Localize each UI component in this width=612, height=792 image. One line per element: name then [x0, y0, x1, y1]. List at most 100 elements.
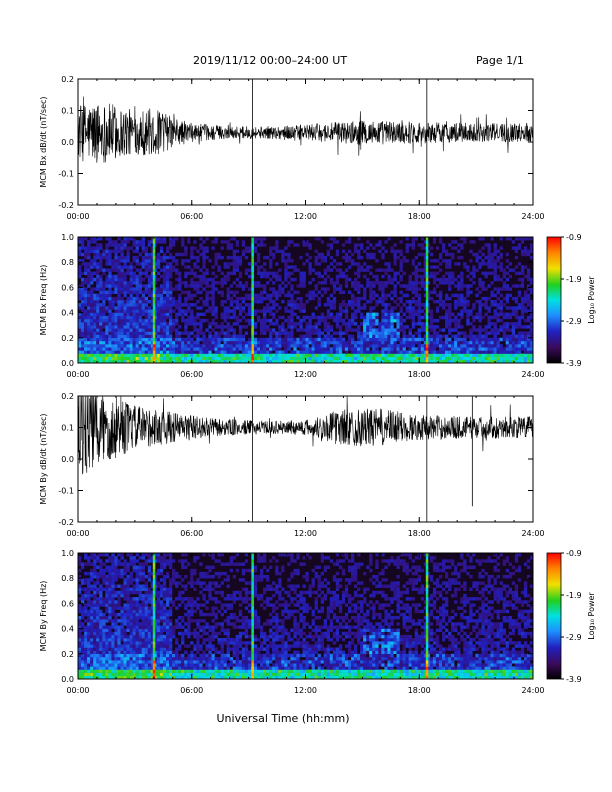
- spectrogram-cell: [317, 318, 321, 323]
- spectrogram-cell: [317, 290, 321, 294]
- spectrogram-cell: [454, 344, 458, 348]
- spectrogram-cell: [96, 246, 100, 250]
- spectrogram-cell: [478, 331, 482, 335]
- spectrogram-cell: [493, 356, 497, 361]
- spectrogram-cell: [354, 309, 358, 313]
- spectrogram-cell: [144, 290, 148, 294]
- spectrogram-cell: [123, 271, 127, 275]
- spectrogram-cell: [105, 284, 109, 288]
- spectrogram-cell: [484, 337, 488, 342]
- spectrogram-cell: [202, 331, 206, 335]
- spectrogram-cell: [293, 340, 297, 345]
- spectrogram-cell: [284, 306, 288, 310]
- spectrogram-cell: [375, 322, 379, 326]
- spectrogram-cell: [253, 344, 258, 348]
- spectrogram-cell: [332, 318, 337, 323]
- spectrogram-cell: [123, 246, 127, 250]
- spectrogram-cell: [90, 287, 94, 291]
- spectrogram-cell: [105, 252, 109, 257]
- plot-area: [78, 553, 533, 679]
- spectrogram-cell: [351, 328, 355, 332]
- spectrogram-cell: [172, 337, 176, 342]
- spectrogram-cell: [344, 356, 349, 361]
- spectrogram-cell: [220, 337, 224, 342]
- spectrogram-cell: [223, 309, 227, 313]
- spectrogram-cell: [281, 353, 285, 357]
- spectrogram-cell: [208, 309, 212, 313]
- spectrogram-cell: [448, 347, 452, 351]
- spectrogram-cell: [493, 303, 497, 307]
- spectrogram-cell: [159, 356, 164, 361]
- spectrogram-cell: [126, 344, 130, 348]
- spectrogram-cell: [102, 597, 106, 601]
- spectrogram-cell: [326, 359, 330, 363]
- spectrogram-cell: [244, 281, 249, 285]
- spectrogram-cell: [348, 347, 352, 351]
- spectrogram-cell: [162, 340, 167, 345]
- spectrogram-cell: [199, 322, 203, 326]
- spectrogram-cell: [126, 634, 130, 639]
- spectrogram-cell: [266, 303, 270, 307]
- spectrogram-cell: [156, 265, 161, 269]
- spectrogram-cell: [405, 334, 409, 338]
- spectrogram-cell: [253, 359, 258, 363]
- spectrogram-cell: [105, 641, 109, 645]
- spectrogram-cell: [478, 328, 482, 332]
- spectrogram-cell: [296, 306, 300, 310]
- spectrogram-cell: [108, 650, 112, 654]
- spectrogram-cell: [175, 252, 179, 257]
- spectrogram-cell: [84, 660, 88, 664]
- spectrogram-cell: [117, 584, 121, 588]
- spectrogram-cell: [172, 322, 176, 326]
- spectrogram-cell: [93, 663, 97, 667]
- spectrogram-cell: [108, 571, 112, 576]
- spectrogram-cell: [460, 353, 464, 357]
- spectrogram-cell: [302, 344, 306, 348]
- spectrogram-cell: [99, 277, 103, 282]
- spectrogram-cell: [193, 325, 197, 329]
- spectrogram-cell: [442, 281, 446, 285]
- spectrogram-cell: [472, 359, 476, 363]
- spectrogram-cell: [478, 284, 482, 288]
- spectrogram-cell: [360, 312, 364, 316]
- spectrogram-cell: [384, 322, 388, 326]
- spectrogram-cell: [269, 309, 273, 313]
- spectrogram-cell: [87, 353, 91, 357]
- spectrogram-cell: [184, 337, 188, 342]
- spectrogram-cell: [232, 268, 236, 272]
- spectrogram-cell: [326, 300, 330, 304]
- spectrogram-cell: [175, 287, 179, 291]
- spectrogram-cell: [439, 356, 443, 361]
- spectrogram-cell: [266, 274, 270, 279]
- spectrogram-cell: [238, 340, 243, 345]
- spectrogram-cell: [102, 356, 106, 361]
- spectrogram-cell: [120, 647, 124, 651]
- spectrogram-cell: [332, 300, 337, 304]
- spectrogram-cell: [393, 318, 397, 323]
- spectrogram-cell: [117, 619, 121, 623]
- spectrogram-cell: [220, 290, 224, 294]
- spectrogram-cell: [317, 350, 321, 354]
- spectrogram-cell: [411, 306, 415, 310]
- spectrogram-cell: [387, 237, 391, 241]
- spectrogram-cell: [293, 356, 297, 361]
- spectrogram-cell: [153, 262, 158, 266]
- spectrogram-cell: [517, 246, 522, 250]
- spectrogram-cell: [135, 249, 139, 253]
- spectrogram-cell: [354, 312, 358, 316]
- spectrogram-cell: [87, 293, 91, 298]
- spectrogram-cell: [126, 353, 130, 357]
- spectrogram-cell: [275, 331, 279, 335]
- spectrogram-cell: [466, 356, 470, 361]
- spectrogram-cell: [132, 638, 136, 642]
- spectrogram-cell: [96, 669, 100, 673]
- spectrogram-cell: [87, 356, 91, 361]
- spectrogram-cell: [120, 634, 124, 639]
- spectrogram-cell: [214, 344, 218, 348]
- spectrogram-cell: [481, 340, 485, 345]
- spectrogram-cell: [120, 353, 124, 357]
- spectrogram-cell: [426, 274, 431, 279]
- spectrogram-cell: [517, 262, 522, 266]
- spectrogram-cell: [144, 303, 148, 307]
- spectrogram-cell: [81, 672, 85, 677]
